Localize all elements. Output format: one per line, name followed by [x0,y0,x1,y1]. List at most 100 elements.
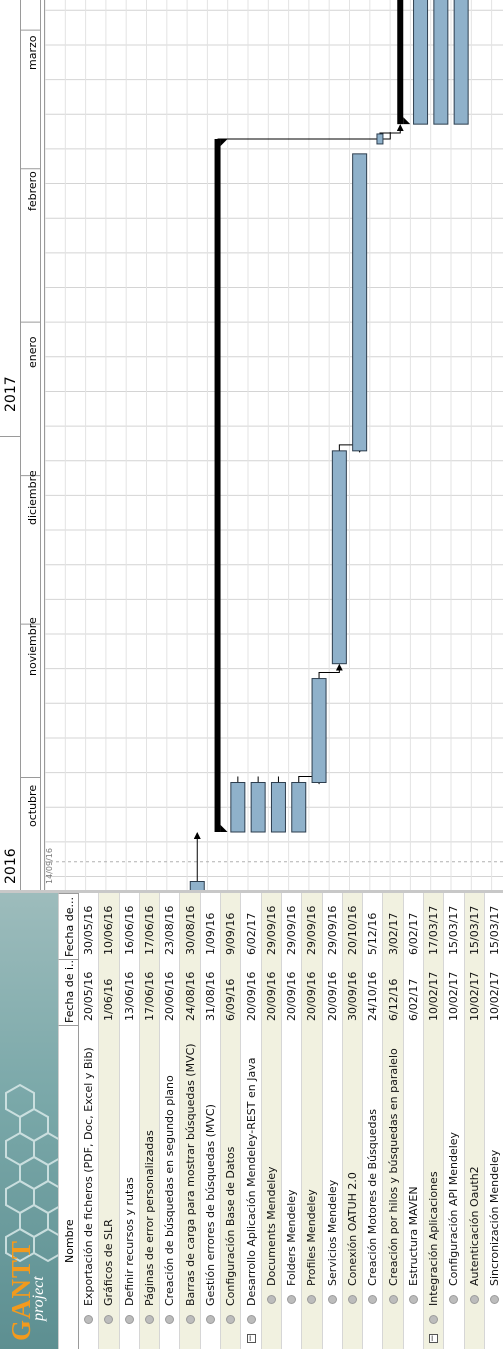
task-row[interactable]: − Desarrollo Aplicación Mendeley-REST en … [241,893,262,1349]
task-name-cell[interactable]: Definir recursos y rutas [123,1025,136,1349]
task-name-cell[interactable]: Creación por hilos y búsquedas en parale… [387,1025,400,1349]
task-name-cell[interactable]: Gestión errores de búsquedas (MVC) [204,1025,217,1349]
task-name-cell[interactable]: Sincronización Mendeley [488,1025,501,1349]
task-row[interactable]: Configuración API Mendeley 10/02/17 15/03/… [444,893,465,1349]
task-row[interactable]: Gestión errores de búsquedas (MVC) 31/08/… [200,893,222,1349]
task-end-date-cell[interactable]: 20/10/16 [346,905,359,955]
column-header-name[interactable]: Nombre [58,1025,79,1349]
task-row[interactable]: Documents Mendeley 20/09/16 29/09/16 [261,893,282,1349]
task-end-date-cell[interactable]: 16/06/16 [122,905,136,955]
task-start-date-cell[interactable]: 30/09/16 [346,971,359,1021]
task-name-cell[interactable]: Creación de búsquedas en segundo plano [163,1025,176,1349]
task-end-date-cell[interactable]: 29/09/16 [305,905,319,955]
task-end-date-cell[interactable]: 23/08/16 [163,905,177,955]
task-row[interactable]: Barras de carga para mostrar búsquedas (… [180,893,201,1349]
task-start-date-cell[interactable]: 6/09/16 [224,978,238,1021]
task-start-date-cell[interactable]: 24/10/16 [366,971,380,1021]
task-row[interactable]: Servicios Mendeley 20/09/16 29/09/16 [322,893,343,1349]
task-row[interactable]: Exportación de ficheros (PDF, Doc, Excel… [79,893,100,1349]
task-end-date-cell[interactable]: 29/09/16 [264,905,278,955]
task-end-date-cell[interactable]: 9/09/16 [224,912,238,955]
task-name-cell[interactable]: Documents Mendeley [265,1025,278,1349]
task-row[interactable]: Sincronización Mendeley 10/02/17 15/03/17 [484,893,503,1349]
task-start-date-cell[interactable]: 10/02/17 [427,971,441,1021]
task-name-cell[interactable]: Estructura MAVEN [407,1025,420,1349]
task-start-date-cell[interactable]: 20/09/16 [244,971,258,1021]
task-start-date-cell[interactable]: 20/09/16 [305,971,319,1021]
task-end-date-cell[interactable]: 15/03/17 [488,905,502,955]
task-name-text: Profiles Mendeley [305,1189,319,1286]
task-start-date-cell[interactable]: 10/02/17 [467,971,481,1021]
task-name-cell[interactable]: Creación Motores de Búsquedas [366,1025,379,1349]
task-end-date-cell[interactable]: 6/02/17 [244,912,258,955]
task-bar [189,881,205,890]
task-start-date-cell[interactable]: 17/06/16 [143,971,157,1021]
task-name-cell[interactable]: − Desarrollo Aplicación Mendeley-REST en … [245,1025,258,1349]
task-row[interactable]: Conexión OATUH 2.0 30/09/16 20/10/16 [342,893,364,1349]
task-end-date-cell[interactable]: 5/12/16 [366,912,380,955]
task-end-date-cell[interactable]: 1/09/16 [203,912,217,955]
task-bar [311,678,327,783]
task-end-date-cell[interactable]: 3/02/17 [386,912,400,955]
task-name-cell[interactable]: Profiles Mendeley [305,1025,318,1349]
task-bullet-icon [287,1295,297,1304]
task-start-date-cell[interactable]: 31/08/16 [203,971,217,1021]
table-header: Nombre Fecha de i... Fecha de... [58,893,79,1349]
task-start-date-cell[interactable]: 20/09/16 [264,971,278,1021]
task-row[interactable]: Páginas de error personalizadas 17/06/16 1… [139,893,161,1349]
task-name-cell[interactable]: Configuración API Mendeley [447,1025,460,1349]
collapse-toggle-icon[interactable]: − [428,1334,439,1343]
task-name-cell[interactable]: Servicios Mendeley [326,1025,339,1349]
task-end-date-cell[interactable]: 15/03/17 [467,905,481,955]
task-name-cell[interactable]: − Integración Aplicaciones [427,1025,440,1349]
task-row[interactable]: Gráficos de SLR 1/06/16 10/06/16 [99,893,120,1349]
task-row[interactable]: Profiles Mendeley 20/09/16 29/09/16 [302,893,323,1349]
task-start-date-cell[interactable]: 20/09/16 [285,971,299,1021]
task-row[interactable]: Autenticación Oauth2 10/02/17 15/03/17 [464,893,485,1349]
task-name-text: Creación de búsquedas en segundo plano [163,1075,177,1306]
task-row[interactable]: Estructura MAVEN 6/02/17 6/02/17 [403,893,425,1349]
task-end-date-cell[interactable]: 29/09/16 [285,905,299,955]
year-label-2016: 2016 [3,848,19,884]
task-start-date-cell[interactable]: 6/12/16 [386,978,400,1021]
task-end-date-cell[interactable]: 30/05/16 [82,905,96,955]
task-row[interactable]: Configuración Base de Datos 6/09/16 9/09/1… [221,893,242,1349]
task-end-date-cell[interactable]: 17/03/17 [427,905,441,955]
task-start-date-cell[interactable]: 24/08/16 [183,971,197,1021]
task-name-cell[interactable]: Folders Mendeley [285,1025,298,1349]
task-name-cell[interactable]: Conexión OATUH 2.0 [346,1025,359,1349]
task-row[interactable]: − Integración Aplicaciones 10/02/17 17/03/1… [424,893,445,1349]
task-row[interactable]: Definir recursos y rutas 13/06/16 16/06/16 [119,893,140,1349]
task-row[interactable]: Folders Mendeley 20/09/16 29/09/16 [281,893,303,1349]
task-name-cell[interactable]: Páginas de error personalizadas [143,1025,156,1349]
task-start-date-cell[interactable]: 10/02/17 [488,971,502,1021]
task-name-cell[interactable]: Configuración Base de Datos [224,1025,237,1349]
task-row[interactable]: Creación Motores de Búsquedas 24/10/16 5/1… [363,893,384,1349]
task-end-date-cell[interactable]: 30/08/16 [183,905,197,955]
task-name-cell[interactable]: Gráficos de SLR [102,1025,115,1349]
task-end-date-cell[interactable]: 6/02/17 [406,912,420,955]
column-header-end-date[interactable]: Fecha de... [58,893,79,959]
task-name-text: Exportación de ficheros (PDF, Doc, Excel… [82,1047,96,1306]
task-start-date-cell[interactable]: 6/02/17 [406,978,420,1021]
task-end-date-cell[interactable]: 15/03/17 [447,905,461,955]
column-header-start-date[interactable]: Fecha de i... [58,959,79,1025]
task-row[interactable]: Creación por hilos y búsquedas en parale… [383,893,404,1349]
task-start-date-cell[interactable]: 20/09/16 [325,971,339,1021]
task-start-date-cell[interactable]: 13/06/16 [122,971,136,1021]
task-start-date-cell[interactable]: 20/06/16 [163,971,177,1021]
logo-project-text: project [30,1276,47,1321]
collapse-toggle-icon[interactable]: − [245,1334,256,1343]
task-start-date-cell[interactable]: 1/06/16 [102,978,116,1021]
task-name-cell[interactable]: Autenticación Oauth2 [468,1025,481,1349]
task-start-date-cell[interactable]: 10/02/17 [447,971,461,1021]
task-name-cell[interactable]: Barras de carga para mostrar búsquedas (… [184,1025,197,1349]
task-end-date-cell[interactable]: 17/06/16 [143,905,157,955]
dependency-arrow [318,663,343,679]
task-bullet-icon [327,1295,337,1304]
task-start-date-cell[interactable]: 20/05/16 [82,971,96,1021]
task-end-date-cell[interactable]: 29/09/16 [325,905,339,955]
task-row[interactable]: Creación de búsquedas en segundo plano 20… [160,893,181,1349]
task-name-cell[interactable]: Exportación de ficheros (PDF, Doc, Excel… [82,1025,95,1349]
task-end-date-cell[interactable]: 10/06/16 [102,905,116,955]
